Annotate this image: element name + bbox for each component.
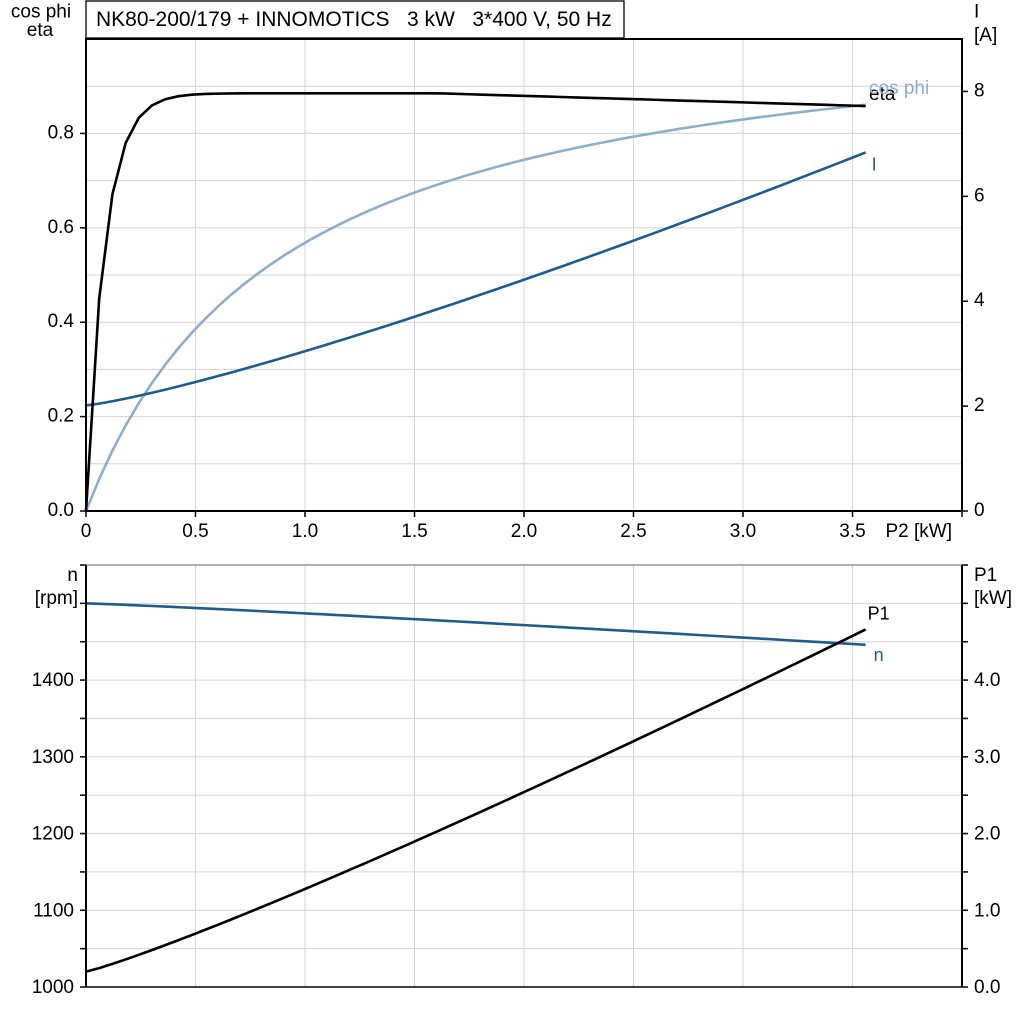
svg-text:2.5: 2.5 bbox=[620, 521, 646, 542]
svg-text:3.0: 3.0 bbox=[974, 747, 1000, 768]
svg-text:1000: 1000 bbox=[32, 977, 74, 998]
svg-text:2.0: 2.0 bbox=[974, 824, 1000, 845]
svg-text:1.0: 1.0 bbox=[974, 900, 1000, 921]
svg-text:6: 6 bbox=[974, 185, 985, 206]
svg-text:1.0: 1.0 bbox=[292, 521, 318, 542]
svg-text:1400: 1400 bbox=[32, 670, 74, 691]
svg-text:0.2: 0.2 bbox=[48, 406, 74, 427]
svg-text:0.0: 0.0 bbox=[48, 500, 74, 521]
svg-text:2: 2 bbox=[974, 395, 985, 416]
svg-text:0.0: 0.0 bbox=[974, 977, 1000, 998]
svg-text:1200: 1200 bbox=[32, 824, 74, 845]
svg-text:cos phi: cos phi bbox=[869, 78, 929, 99]
svg-text:1100: 1100 bbox=[33, 900, 74, 921]
svg-text:[kW]: [kW] bbox=[974, 588, 1012, 609]
svg-text:1.5: 1.5 bbox=[401, 521, 427, 542]
svg-text:n: n bbox=[874, 645, 884, 665]
svg-text:I: I bbox=[872, 154, 877, 174]
svg-text:2.0: 2.0 bbox=[511, 521, 537, 542]
svg-text:I: I bbox=[974, 2, 979, 23]
svg-text:0: 0 bbox=[81, 521, 92, 542]
svg-text:eta: eta bbox=[27, 20, 54, 41]
svg-text:8: 8 bbox=[974, 80, 985, 101]
svg-text:n: n bbox=[67, 565, 78, 586]
svg-text:[A]: [A] bbox=[974, 25, 997, 46]
svg-text:0.4: 0.4 bbox=[48, 311, 75, 332]
svg-text:4.0: 4.0 bbox=[974, 670, 1000, 691]
svg-text:0.6: 0.6 bbox=[48, 217, 74, 238]
svg-text:1300: 1300 bbox=[32, 747, 74, 768]
svg-text:P1: P1 bbox=[868, 603, 890, 623]
svg-text:P1: P1 bbox=[974, 565, 997, 586]
svg-text:3.5: 3.5 bbox=[839, 521, 865, 542]
svg-text:0.5: 0.5 bbox=[182, 521, 208, 542]
svg-text:NK80-200/179 + INNOMOTICS 3: NK80-200/179 + INNOMOTICS 3 kW 3*400 V, … bbox=[96, 8, 612, 31]
svg-text:3.0: 3.0 bbox=[730, 521, 756, 542]
svg-text:[rpm]: [rpm] bbox=[35, 588, 78, 609]
svg-text:P2 [kW]: P2 [kW] bbox=[885, 521, 952, 542]
svg-text:0.8: 0.8 bbox=[48, 122, 74, 143]
svg-text:4: 4 bbox=[974, 290, 985, 311]
svg-text:0: 0 bbox=[974, 500, 985, 521]
